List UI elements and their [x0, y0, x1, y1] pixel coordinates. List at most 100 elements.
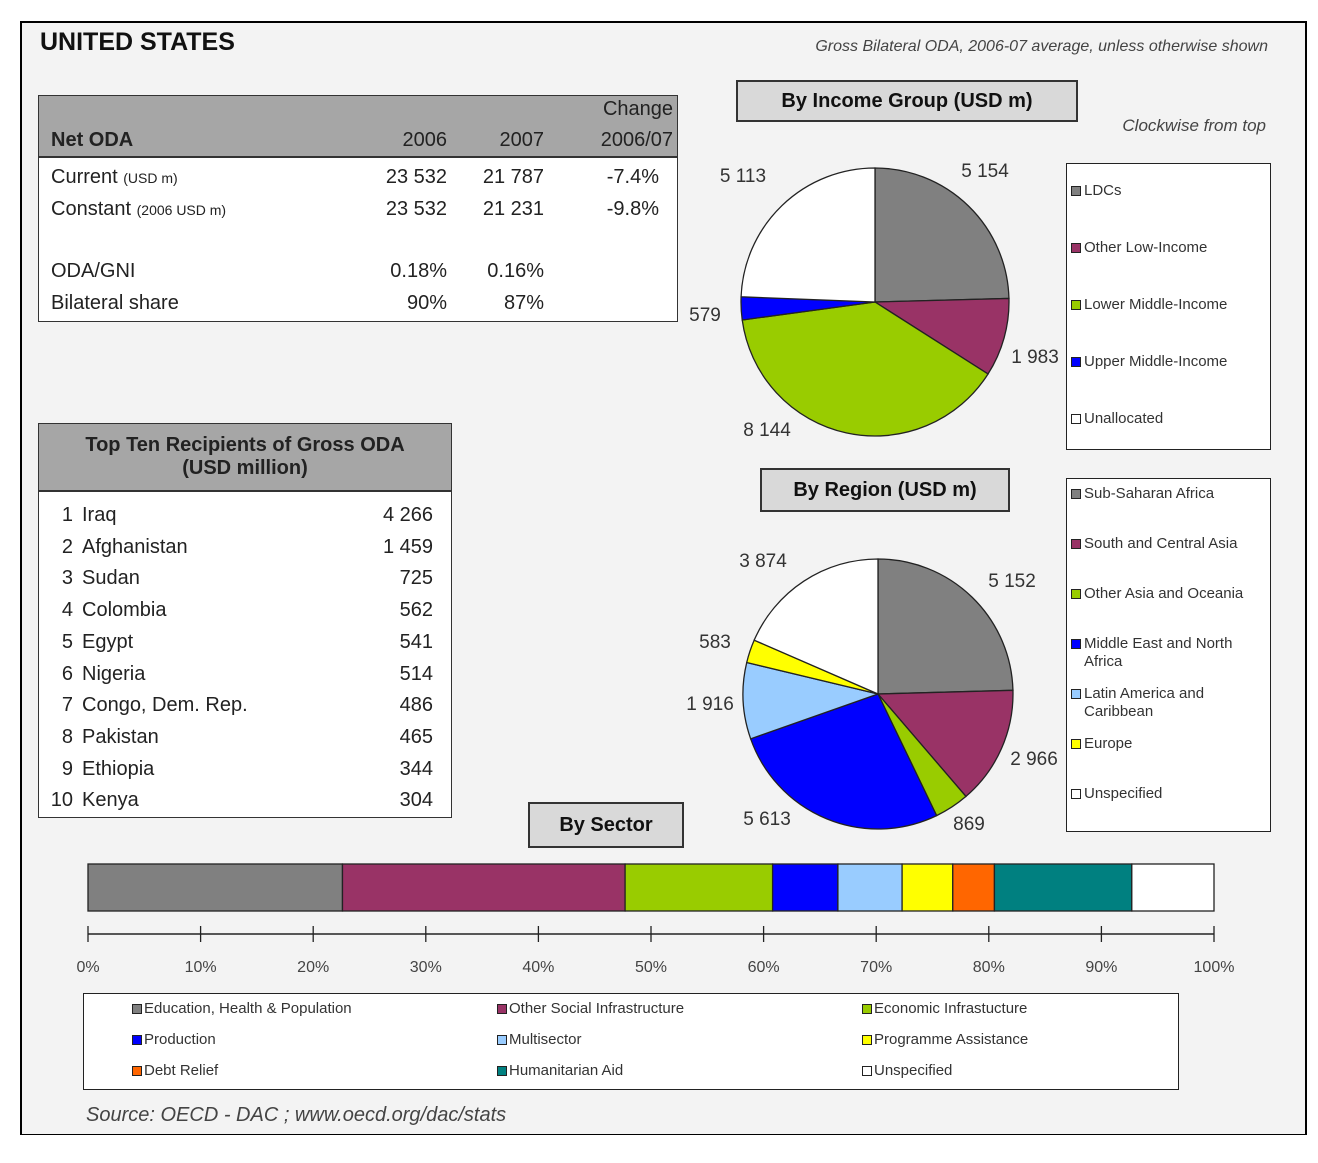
- bar-segment-programme-assistance: [901, 863, 954, 912]
- value-2006: 0.18%: [390, 260, 447, 282]
- sector-chart-title: By Sector: [528, 802, 684, 848]
- recipient-name: Sudan: [82, 567, 140, 590]
- recipient-rank: 9: [61, 757, 73, 780]
- legend-swatch: [1071, 186, 1081, 196]
- pie-slice-sub-saharan-africa: [877, 558, 1014, 695]
- legend-label: Other Low-Income: [1084, 239, 1208, 256]
- recipient-value: 304: [399, 789, 433, 812]
- legend-item: Other Asia and Oceania: [1071, 585, 1266, 603]
- row-label: ODA/GNI: [51, 260, 136, 282]
- bar-segment-other-social-infrastructure: [341, 863, 626, 912]
- row-unit: (2006 USD m): [136, 202, 227, 218]
- pie-data-label: 3 874: [739, 551, 787, 572]
- x-tick-label: 40%: [522, 959, 554, 976]
- bar-segment-debt-relief: [952, 863, 996, 912]
- header-net-oda: Net ODA: [51, 129, 134, 151]
- legend-label: Sub-Saharan Africa: [1084, 485, 1215, 502]
- legend-item: Debt Relief: [132, 1062, 218, 1079]
- legend-label: Other Social Infrastructure: [509, 1000, 685, 1017]
- recipient-rank: 1: [61, 504, 73, 526]
- legend-item: Economic Infrastucture: [862, 1000, 1027, 1017]
- legend-item: Lower Middle-Income: [1071, 296, 1266, 314]
- recipient-rank: 2: [61, 535, 73, 558]
- legend-swatch: [1071, 357, 1081, 367]
- top-ten-header: Top Ten Recipients of Gross ODA (USD mil…: [39, 424, 451, 492]
- recipient-value: 541: [399, 630, 433, 653]
- recipient-name: Egypt: [82, 630, 134, 653]
- recipient-rank: 8: [61, 725, 73, 748]
- bar-segment-multisector: [837, 863, 903, 912]
- net-oda-table: Net ODA 2006 2007 Change 2006/07 Current…: [38, 95, 678, 322]
- pie-slice-unallocated: [740, 167, 876, 303]
- legend-label: Production: [144, 1031, 216, 1048]
- value-2007: 0.16%: [487, 260, 544, 282]
- legend-item: Education, Health & Population: [132, 1000, 352, 1017]
- legend-swatch: [1071, 589, 1081, 599]
- pie-data-label: 1 916: [686, 694, 734, 715]
- legend-swatch: [132, 1004, 142, 1014]
- recipient-name: Colombia: [82, 599, 167, 622]
- pie-slice-ldcs: [874, 167, 1010, 303]
- x-tick-label: 70%: [860, 959, 892, 976]
- legend-item: Production: [132, 1031, 216, 1048]
- legend-item: Unspecified: [862, 1062, 952, 1079]
- legend-swatch: [1071, 489, 1081, 499]
- legend-label: Middle East and North Africa: [1084, 635, 1233, 670]
- subtitle: Gross Bilateral ODA, 2006-07 average, un…: [815, 38, 1268, 55]
- header-2007: 2007: [499, 129, 545, 151]
- x-tick-label: 20%: [297, 959, 329, 976]
- x-tick-label: 10%: [185, 959, 217, 976]
- recipient-value: 562: [399, 599, 433, 622]
- recipient-value: 486: [399, 694, 433, 717]
- net-oda-row-label: ODA/GNI: [51, 260, 135, 283]
- sector-legend: Education, Health & Population Other Soci…: [83, 993, 1179, 1090]
- recipient-value: 725: [399, 567, 433, 590]
- pie-data-label: 2 966: [1010, 749, 1058, 770]
- pie-data-label: 579: [689, 305, 721, 326]
- recipient-rank: 10: [50, 789, 73, 812]
- source-note: Source: OECD - DAC ; www.oecd.org/dac/st…: [86, 1104, 507, 1126]
- legend-label: Unspecified: [874, 1062, 953, 1079]
- row-label: Current: [51, 166, 118, 188]
- legend-label: LDCs: [1084, 182, 1122, 199]
- page-title: UNITED STATES: [40, 28, 235, 56]
- legend-label: Multisector: [509, 1031, 582, 1048]
- value-change: -9.8%: [606, 198, 659, 220]
- pie-slice-other-low-income: [872, 297, 1010, 375]
- value-2006: 23 532: [385, 166, 447, 188]
- bar-segment-humanitarian-aid: [993, 863, 1133, 912]
- top-ten-title: Top Ten Recipients of Gross ODA: [85, 434, 405, 456]
- income-chart-title: By Income Group (USD m): [736, 80, 1078, 122]
- legend-swatch: [1071, 539, 1081, 549]
- legend-swatch: [862, 1004, 872, 1014]
- legend-label: Other Asia and Oceania: [1084, 585, 1244, 602]
- x-tick-label: 50%: [635, 959, 667, 976]
- legend-item: Upper Middle-Income: [1071, 353, 1266, 371]
- recipient-rank: 4: [61, 599, 73, 622]
- legend-swatch: [1071, 414, 1081, 424]
- x-tick-label: 100%: [1194, 959, 1235, 976]
- header-change-period: 2006/07: [600, 129, 673, 151]
- recipient-name: Congo, Dem. Rep.: [82, 694, 248, 717]
- legend-item: Programme Assistance: [862, 1031, 1028, 1048]
- legend-swatch: [1071, 639, 1081, 649]
- legend-swatch: [497, 1004, 507, 1014]
- legend-label: Humanitarian Aid: [509, 1062, 624, 1079]
- recipient-rank: 5: [61, 630, 73, 653]
- pie-data-label: 5 613: [743, 809, 791, 830]
- recipient-value: 344: [399, 757, 433, 780]
- region-pie: 5 152 2 966 869 5 613 1 916 583 3 874: [686, 551, 1058, 835]
- recipient-name: Afghanistan: [82, 535, 188, 558]
- legend-swatch: [1071, 689, 1081, 699]
- recipient-value: 514: [399, 662, 433, 685]
- recipient-rank: 3: [61, 567, 73, 590]
- x-tick-label: 90%: [1085, 959, 1117, 976]
- bar-segment-education-health-population: [87, 863, 344, 912]
- value-change: -7.4%: [606, 166, 659, 188]
- recipient-name: Ethiopia: [82, 757, 155, 780]
- pie-data-label: 583: [699, 632, 731, 653]
- top-ten-subtitle: (USD million): [182, 457, 308, 479]
- legend-swatch: [862, 1066, 872, 1076]
- recipient-name: Kenya: [82, 789, 139, 812]
